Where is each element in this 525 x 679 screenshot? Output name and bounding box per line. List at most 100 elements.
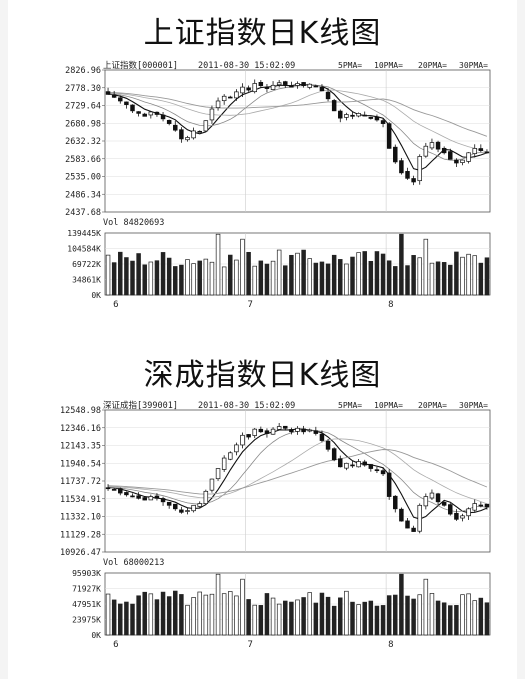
volume-bar: [393, 594, 398, 636]
volume-tick-label: 0K: [91, 291, 101, 300]
volume-bar: [472, 600, 477, 636]
volume-bar: [179, 264, 184, 296]
candle-body: [374, 116, 380, 121]
volume-bar: [221, 266, 227, 296]
candle-body: [130, 104, 135, 112]
price-tick-label: 2486.34: [65, 190, 101, 200]
volume-bar: [301, 249, 306, 296]
volume-bar: [118, 603, 123, 636]
candle-body: [111, 489, 117, 491]
x-tick-label: 7: [248, 300, 253, 310]
candle-body: [454, 159, 459, 164]
candle-body: [234, 444, 239, 453]
volume-bar: [301, 597, 306, 636]
candle-body: [160, 498, 166, 503]
candle-body: [368, 464, 374, 469]
volume-bar: [307, 592, 312, 636]
volume-bar: [234, 595, 239, 636]
candle-body: [393, 146, 398, 163]
volume-bar: [441, 262, 447, 296]
volume-bar: [289, 254, 294, 296]
volume-bar: [289, 601, 294, 636]
volume-label: Vol 84820693: [103, 218, 164, 228]
candle-body: [472, 148, 477, 154]
candle-body: [374, 469, 380, 472]
candle-body: [258, 428, 264, 433]
volume-tick-label: 139445K: [67, 229, 101, 238]
candle-body: [393, 495, 398, 510]
volume-bar: [393, 266, 398, 296]
candle-body: [301, 82, 306, 87]
volume-bar: [118, 251, 123, 296]
volume-tick-label: 47951K: [72, 600, 101, 609]
ma30-line: [108, 449, 488, 495]
volume-bar: [136, 253, 141, 296]
volume-bar: [338, 259, 343, 296]
candle-body: [331, 448, 337, 461]
volume-bar: [380, 253, 386, 296]
volume-bar: [429, 593, 435, 636]
volume-bar: [405, 595, 410, 636]
price-tick-label: 11534.91: [60, 495, 101, 505]
candle-body: [338, 458, 343, 468]
volume-bar: [203, 594, 209, 636]
candle-body: [362, 114, 367, 117]
volume-bar: [185, 604, 190, 636]
candle-body: [466, 152, 471, 162]
volume-bar: [221, 593, 227, 636]
candle-body: [417, 156, 422, 182]
price-tick-label: 12143.35: [60, 442, 101, 452]
candle-body: [319, 86, 325, 92]
candle-body: [209, 108, 215, 121]
candle-body: [264, 86, 270, 89]
ma-legend-1: 5PMA=: [338, 401, 362, 410]
price-tick-label: 2535.00: [65, 173, 101, 183]
volume-bar: [240, 578, 245, 636]
candle-body: [246, 87, 251, 91]
x-tick-label: 6: [113, 300, 118, 310]
volume-bar: [154, 599, 160, 636]
volume-bar: [466, 253, 471, 296]
candle-body: [295, 427, 300, 432]
candle-body: [289, 85, 294, 88]
volume-bar: [258, 260, 264, 296]
ma-legend-4: 30PMA=: [459, 61, 488, 70]
candle-body: [435, 141, 441, 150]
candle-body: [435, 493, 441, 503]
candle-body: [203, 120, 209, 132]
price-tick-label: 2437.68: [65, 208, 101, 218]
candle-body: [319, 433, 325, 441]
volume-bar: [368, 600, 374, 636]
candle-body: [215, 100, 221, 109]
volume-bar: [246, 599, 251, 636]
volume-bar: [105, 593, 111, 636]
ma-legend-3: 20PMA=: [418, 401, 447, 410]
volume-bar: [484, 257, 490, 296]
candle-body: [356, 113, 361, 117]
price-tick-label: 11332.10: [60, 513, 101, 523]
volume-bar: [331, 605, 337, 636]
candle-body: [301, 428, 306, 433]
volume-bar: [411, 598, 416, 636]
volume-bar: [215, 573, 221, 636]
x-tick-label: 6: [113, 640, 118, 650]
price-tick-label: 10926.47: [60, 548, 101, 558]
candle-body: [154, 495, 160, 499]
volume-bar: [105, 254, 111, 296]
volume-bar: [111, 262, 117, 296]
candle-body: [380, 470, 386, 475]
price-tick-label: 2632.32: [65, 137, 101, 147]
volume-tick-label: 95903K: [72, 569, 101, 578]
price-tick-label: 11940.54: [60, 459, 101, 469]
price-tick-label: 12346.16: [60, 424, 101, 434]
volume-bar: [234, 259, 239, 296]
chart-header-time: 2011-08-30 15:02:09: [198, 61, 295, 71]
price-tick-label: 2583.66: [65, 155, 101, 165]
candle-body: [124, 101, 129, 105]
candle-body: [221, 457, 227, 470]
volume-label: Vol 68000213: [103, 558, 164, 568]
volume-bar: [252, 265, 257, 296]
volume-bar: [411, 255, 416, 296]
volume-bar: [258, 605, 264, 636]
candle-body: [307, 83, 312, 88]
